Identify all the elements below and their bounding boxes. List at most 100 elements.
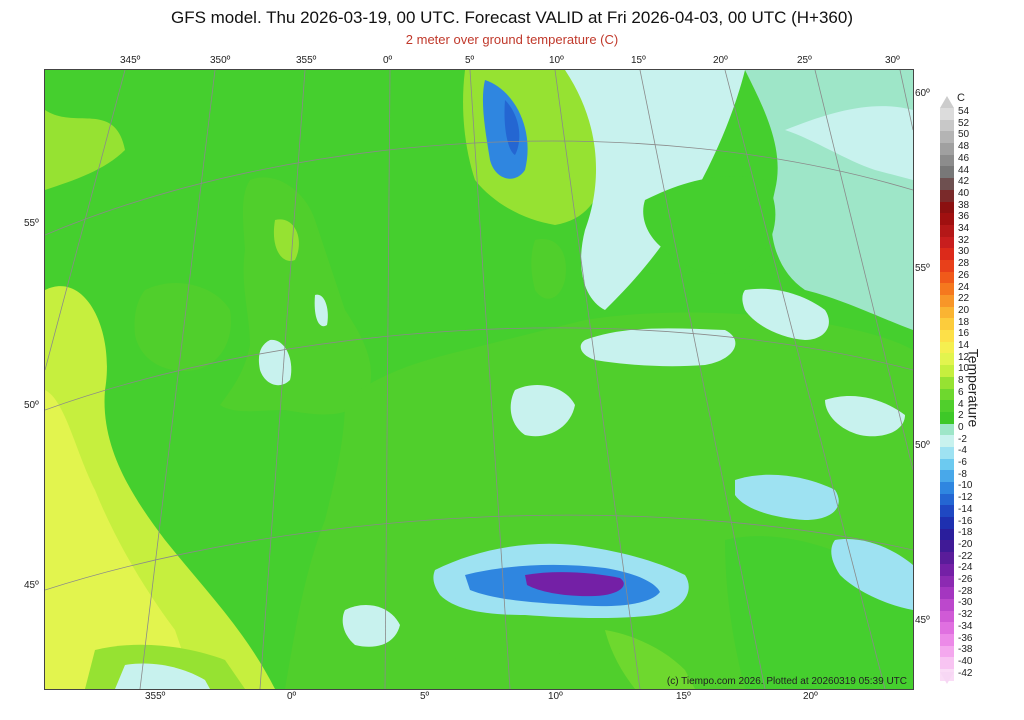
temperature-legend bbox=[940, 108, 954, 681]
legend-label: -34 bbox=[958, 620, 973, 632]
left-lat-tick: 45º bbox=[24, 580, 39, 591]
legend-swatch bbox=[940, 645, 954, 658]
legend-label: -18 bbox=[958, 527, 973, 539]
legend-label: -8 bbox=[958, 468, 967, 480]
legend-swatch bbox=[940, 376, 954, 389]
legend-label: -38 bbox=[958, 644, 973, 656]
legend-label: -12 bbox=[958, 492, 973, 504]
legend-swatch bbox=[940, 482, 954, 494]
bottom-lon-tick: 5º bbox=[420, 691, 430, 702]
legend-swatch bbox=[940, 248, 954, 260]
legend-swatch bbox=[940, 213, 954, 225]
legend-label: 50 bbox=[958, 129, 970, 141]
legend-label: 26 bbox=[958, 269, 970, 281]
legend-label: -30 bbox=[958, 597, 973, 609]
legend-label: 2 bbox=[958, 410, 964, 422]
legend-label: 20 bbox=[958, 304, 970, 316]
legend-swatch bbox=[940, 400, 954, 412]
legend-swatch bbox=[940, 446, 954, 459]
map-title: GFS model. Thu 2026-03-19, 00 UTC. Forec… bbox=[170, 8, 854, 27]
legend-title: Temperature bbox=[965, 330, 992, 450]
legend-label: -28 bbox=[958, 585, 973, 597]
legend-label: -14 bbox=[958, 503, 973, 515]
map-subtitle: 2 meter over ground temperature (C) bbox=[405, 32, 619, 47]
top-lon-tick: 350º bbox=[210, 55, 231, 66]
norway-mountains bbox=[482, 80, 528, 179]
carpathians-cold bbox=[735, 474, 839, 520]
balkans-cold bbox=[831, 539, 913, 610]
legend-swatch bbox=[940, 517, 954, 529]
denmark bbox=[531, 239, 566, 299]
ireland bbox=[134, 282, 231, 371]
legend-label: 46 bbox=[958, 152, 970, 164]
legend-swatch bbox=[940, 411, 954, 424]
bottom-lon-tick: 10º bbox=[548, 691, 563, 702]
legend-label: -4 bbox=[958, 445, 967, 457]
legend-label: 4 bbox=[958, 398, 964, 410]
legend-label: 30 bbox=[958, 246, 970, 258]
legend-label: -2 bbox=[958, 433, 967, 445]
legend-swatch bbox=[940, 271, 954, 284]
legend-swatch bbox=[940, 435, 954, 447]
legend-overflow-arrow-down bbox=[940, 672, 954, 684]
legend-label: -20 bbox=[958, 538, 973, 550]
top-lon-tick: 5º bbox=[465, 55, 475, 66]
legend-swatch bbox=[940, 575, 954, 588]
italy-north bbox=[605, 630, 695, 689]
legend-swatch bbox=[940, 330, 954, 342]
legend-swatch bbox=[940, 108, 954, 120]
temperature-map[interactable]: (c) Tiempo.com 2026. Plotted at 20260319… bbox=[44, 69, 914, 690]
legend-swatch bbox=[940, 341, 954, 354]
legend-swatch bbox=[940, 189, 954, 202]
ligurian-sea bbox=[445, 630, 645, 689]
legend-swatch bbox=[940, 423, 954, 436]
legend-swatch bbox=[940, 318, 954, 331]
legend-label: 6 bbox=[958, 386, 964, 398]
legend-label: 22 bbox=[958, 293, 970, 305]
legend-label: 38 bbox=[958, 199, 970, 211]
legend-label: 52 bbox=[958, 117, 970, 129]
top-lon-tick: 30º bbox=[885, 55, 900, 66]
legend-label: 18 bbox=[958, 316, 970, 328]
temperature-field bbox=[45, 70, 913, 689]
legend-swatch bbox=[940, 166, 954, 179]
legend-label: 24 bbox=[958, 281, 970, 293]
legend-swatch bbox=[940, 610, 954, 623]
legend-label: 44 bbox=[958, 164, 970, 176]
germany-poland-cold bbox=[580, 328, 736, 367]
ocean-patch-nw bbox=[45, 110, 125, 190]
legend-swatch bbox=[940, 119, 954, 132]
top-lon-tick: 15º bbox=[631, 55, 646, 66]
legend-swatch bbox=[940, 131, 954, 144]
pennines-cold-spot bbox=[314, 294, 328, 327]
finland bbox=[785, 106, 913, 180]
legend-swatch bbox=[940, 657, 954, 669]
legend-label: -42 bbox=[958, 667, 973, 679]
top-lon-tick: 10º bbox=[549, 55, 564, 66]
scotland-highlands bbox=[273, 219, 299, 261]
legend-label: 16 bbox=[958, 328, 970, 340]
bottom-lon-tick: 20º bbox=[803, 691, 818, 702]
top-lon-tick: 345º bbox=[120, 55, 141, 66]
legend-swatch bbox=[940, 306, 954, 319]
legend-swatch bbox=[940, 493, 954, 506]
legend-label: 40 bbox=[958, 187, 970, 199]
alps-core bbox=[525, 572, 624, 597]
legend-label: 48 bbox=[958, 141, 970, 153]
legend-label: 10 bbox=[958, 363, 970, 375]
legend-swatch bbox=[940, 224, 954, 237]
legend-overflow-arrow-up bbox=[940, 96, 954, 108]
bottom-lon-tick: 15º bbox=[676, 691, 691, 702]
legend-swatch bbox=[940, 143, 954, 155]
left-lat-tick: 50º bbox=[24, 400, 39, 411]
legend-swatch bbox=[940, 365, 954, 377]
legend-label: -24 bbox=[958, 562, 973, 574]
legend-label: 0 bbox=[958, 421, 964, 433]
legend-swatch bbox=[940, 388, 954, 401]
top-lon-tick: 0º bbox=[383, 55, 393, 66]
legend-swatch bbox=[940, 283, 954, 295]
legend-unit: C bbox=[957, 92, 965, 104]
legend-label: -36 bbox=[958, 632, 973, 644]
legend-swatch bbox=[940, 458, 954, 471]
top-lon-tick: 355º bbox=[296, 55, 317, 66]
